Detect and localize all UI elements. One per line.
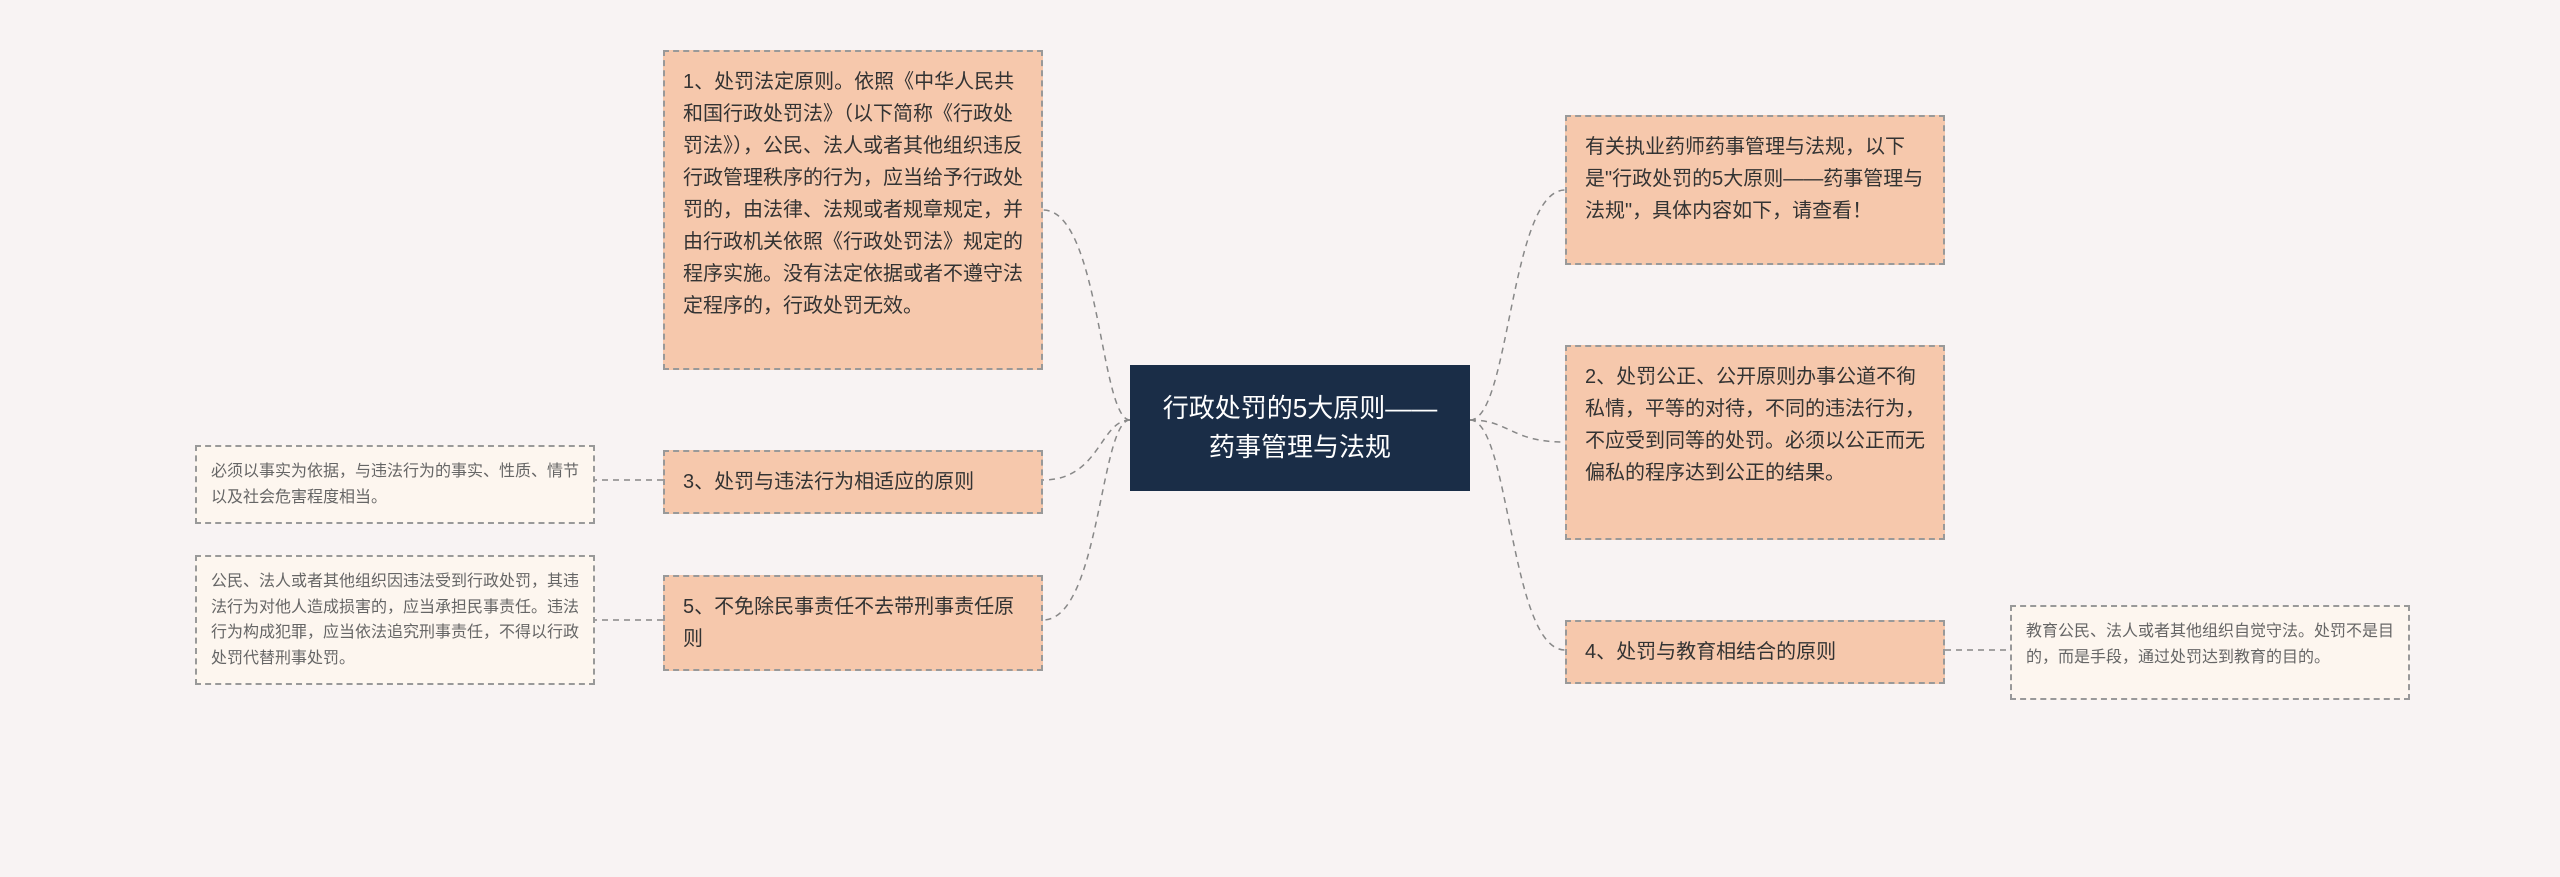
branch-text: 有关执业药师药事管理与法规，以下是"行政处罚的5大原则——药事管理与法规"，具体… bbox=[1585, 136, 1923, 222]
leaf-text: 公民、法人或者其他组织因违法受到行政处罚，其违法行为对他人造成损害的，应当承担民… bbox=[211, 573, 579, 667]
leaf-l5a: 公民、法人或者其他组织因违法受到行政处罚，其违法行为对他人造成损害的，应当承担民… bbox=[195, 555, 595, 685]
branch-text: 4、处罚与教育相结合的原则 bbox=[1585, 641, 1836, 663]
branch-text: 3、处罚与违法行为相适应的原则 bbox=[683, 471, 974, 493]
branch-l3: 3、处罚与违法行为相适应的原则 bbox=[663, 450, 1043, 514]
branch-text: 2、处罚公正、公开原则办事公道不徇私情，平等的对待，不同的违法行为，不应受到同等… bbox=[1585, 366, 1925, 484]
center-node: 行政处罚的5大原则——药事管理与法规 bbox=[1130, 365, 1470, 491]
branch-text: 1、处罚法定原则。依照《中华人民共和国行政处罚法》（以下简称《行政处罚法》），公… bbox=[683, 71, 1023, 317]
branch-l1: 1、处罚法定原则。依照《中华人民共和国行政处罚法》（以下简称《行政处罚法》），公… bbox=[663, 50, 1043, 370]
branch-r4: 4、处罚与教育相结合的原则 bbox=[1565, 620, 1945, 684]
leaf-r4a: 教育公民、法人或者其他组织自觉守法。处罚不是目的，而是手段，通过处罚达到教育的目… bbox=[2010, 605, 2410, 700]
branch-r0: 有关执业药师药事管理与法规，以下是"行政处罚的5大原则——药事管理与法规"，具体… bbox=[1565, 115, 1945, 265]
branch-r2: 2、处罚公正、公开原则办事公道不徇私情，平等的对待，不同的违法行为，不应受到同等… bbox=[1565, 345, 1945, 540]
branch-l5: 5、不免除民事责任不去带刑事责任原则 bbox=[663, 575, 1043, 671]
center-text: 行政处罚的5大原则——药事管理与法规 bbox=[1163, 393, 1437, 462]
leaf-text: 教育公民、法人或者其他组织自觉守法。处罚不是目的，而是手段，通过处罚达到教育的目… bbox=[2026, 623, 2394, 666]
branch-text: 5、不免除民事责任不去带刑事责任原则 bbox=[683, 596, 1014, 650]
leaf-text: 必须以事实为依据，与违法行为的事实、性质、情节以及社会危害程度相当。 bbox=[211, 463, 579, 506]
leaf-l3a: 必须以事实为依据，与违法行为的事实、性质、情节以及社会危害程度相当。 bbox=[195, 445, 595, 524]
